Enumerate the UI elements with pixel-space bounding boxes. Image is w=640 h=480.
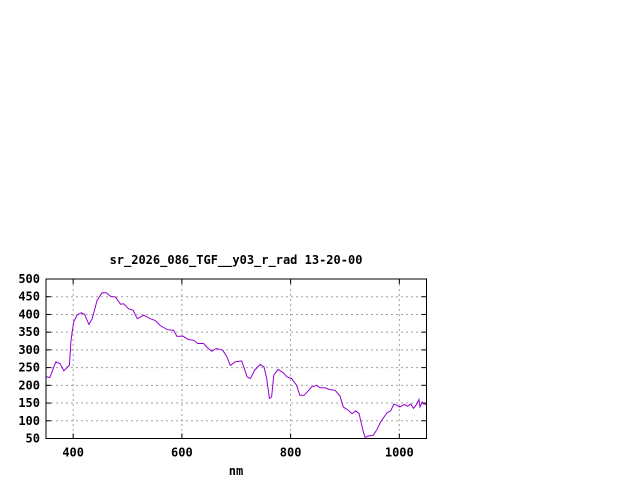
y-tick-label: 400 bbox=[18, 307, 40, 321]
y-tick-label: 150 bbox=[18, 396, 40, 410]
y-tick-label: 100 bbox=[18, 414, 40, 428]
x-tick-label: 400 bbox=[62, 446, 84, 460]
x-tick-label: 1000 bbox=[385, 446, 414, 460]
y-tick-label: 250 bbox=[18, 361, 40, 375]
y-tick-label: 350 bbox=[18, 325, 40, 339]
y-tick-label: 500 bbox=[18, 272, 40, 286]
plot-frame bbox=[45, 278, 427, 439]
x-axis-label: nm bbox=[229, 464, 243, 478]
y-tick-label: 300 bbox=[18, 343, 40, 357]
y-tick-label: 450 bbox=[18, 290, 40, 304]
y-tick-label: 200 bbox=[18, 378, 40, 392]
series-line bbox=[45, 292, 427, 439]
grid bbox=[46, 279, 427, 439]
axis-ticks: 50 100 150 200 250 300 350 400 450 500 400 600 800 10… bbox=[18, 272, 427, 460]
series-layer bbox=[45, 292, 427, 439]
x-tick-label: 600 bbox=[171, 446, 193, 460]
chart-title: sr_2026_086_TGF__y03_r_rad 13-20-00 bbox=[110, 253, 363, 268]
y-tick-label: 50 bbox=[26, 432, 40, 446]
x-tick-label: 800 bbox=[280, 446, 302, 460]
